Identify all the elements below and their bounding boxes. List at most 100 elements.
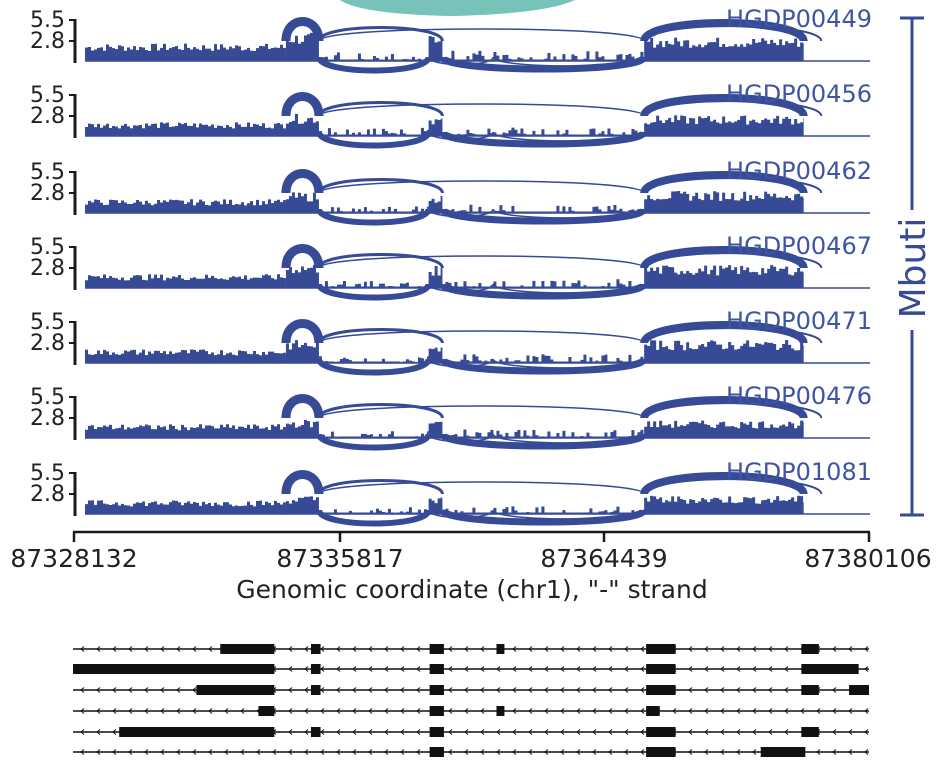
coverage-area	[442, 429, 645, 438]
strand-arrow	[624, 646, 629, 652]
strand-arrow	[320, 708, 325, 714]
strand-arrow	[352, 687, 357, 693]
y-tick-label: 2.8	[30, 181, 65, 206]
strand-arrow	[384, 646, 389, 652]
strand-arrow	[672, 708, 677, 714]
exon-block	[646, 747, 676, 757]
coverage-area	[428, 118, 443, 136]
strand-arrow	[96, 729, 101, 735]
strand-arrow	[512, 708, 517, 714]
strand-arrow	[528, 729, 533, 735]
strand-arrow	[416, 708, 421, 714]
strand-arrow	[752, 687, 757, 693]
strand-arrow	[592, 687, 597, 693]
strand-arrow	[128, 687, 133, 693]
strand-arrow	[752, 646, 757, 652]
strand-arrow	[640, 749, 645, 755]
exon-block	[801, 664, 859, 674]
strand-arrow	[80, 687, 85, 693]
strand-arrow	[368, 749, 373, 755]
exon-block	[646, 685, 676, 695]
strand-arrow	[192, 749, 197, 755]
strand-arrow	[272, 749, 277, 755]
junction-arc	[315, 207, 432, 226]
strand-arrow	[624, 708, 629, 714]
junction-arc	[643, 402, 823, 419]
strand-arrow	[608, 646, 613, 652]
junction-arc	[438, 280, 648, 300]
strand-arrow	[528, 666, 533, 672]
strand-arrow	[576, 729, 581, 735]
exon-block	[760, 747, 806, 757]
sample-panels: 5.52.8HGDP004495.52.8HGDP004565.52.8HGDP…	[30, 5, 872, 527]
strand-arrow	[688, 729, 693, 735]
strand-arrow	[704, 729, 709, 735]
strand-arrow	[368, 687, 373, 693]
sample-label: HGDP00471	[726, 307, 872, 335]
strand-arrow	[736, 708, 741, 714]
strand-arrow	[288, 646, 293, 652]
coverage-area	[442, 50, 645, 61]
strand-arrow	[336, 729, 341, 735]
strand-arrow	[608, 729, 613, 735]
strand-arrow	[416, 729, 421, 735]
strand-arrow	[400, 666, 405, 672]
junction-arc	[640, 246, 808, 270]
y-tick-label: 5.5	[30, 8, 65, 33]
junction-arc	[492, 509, 645, 520]
coverage-area	[285, 264, 319, 288]
junction-arc	[317, 101, 444, 117]
strand-arrow	[368, 708, 373, 714]
exon-block	[196, 685, 275, 695]
strand-arrow	[208, 749, 213, 755]
transcript-row	[73, 706, 869, 716]
exon-block	[646, 727, 676, 737]
strand-arrow	[576, 666, 581, 672]
coverage-area	[318, 507, 429, 514]
strand-arrow	[288, 729, 293, 735]
strand-arrow	[80, 708, 85, 714]
strand-arrow	[160, 646, 165, 652]
strand-arrow	[688, 646, 693, 652]
strand-arrow	[640, 729, 645, 735]
coverage-area	[644, 37, 804, 61]
strand-arrow	[512, 687, 517, 693]
coverage-area	[442, 279, 645, 288]
strand-arrow	[256, 749, 261, 755]
coverage-area	[428, 265, 443, 288]
strand-arrow	[480, 749, 485, 755]
coverage-area	[285, 113, 319, 136]
strand-arrow	[176, 646, 181, 652]
strand-arrow	[416, 749, 421, 755]
y-tick-label: 2.8	[30, 406, 65, 431]
y-tick-label: 5.5	[30, 83, 65, 108]
junction-arc	[281, 169, 324, 194]
strand-arrow	[560, 749, 565, 755]
strand-arrow	[608, 687, 613, 693]
junction-arc	[315, 508, 432, 527]
junction-arc	[640, 472, 808, 496]
strand-arrow	[320, 646, 325, 652]
strand-arrow	[784, 666, 789, 672]
junction-arc	[492, 131, 645, 142]
coverage-area	[285, 192, 319, 213]
coverage-area	[285, 340, 319, 363]
exon-block	[646, 706, 660, 716]
strand-arrow	[416, 687, 421, 693]
strand-arrow	[640, 687, 645, 693]
strand-arrow	[848, 729, 853, 735]
strand-arrow	[176, 687, 181, 693]
strand-arrow	[864, 749, 869, 755]
strand-arrow	[192, 687, 197, 693]
strand-arrow	[368, 666, 373, 672]
junction-arc	[318, 405, 645, 419]
strand-arrow	[416, 646, 421, 652]
exon-block	[849, 685, 869, 695]
strand-arrow	[240, 749, 245, 755]
junction-arc	[427, 433, 494, 443]
transcript-models	[73, 644, 869, 757]
strand-arrow	[704, 708, 709, 714]
strand-arrow	[96, 646, 101, 652]
exon-block	[429, 747, 444, 757]
junction-arc	[438, 430, 648, 450]
